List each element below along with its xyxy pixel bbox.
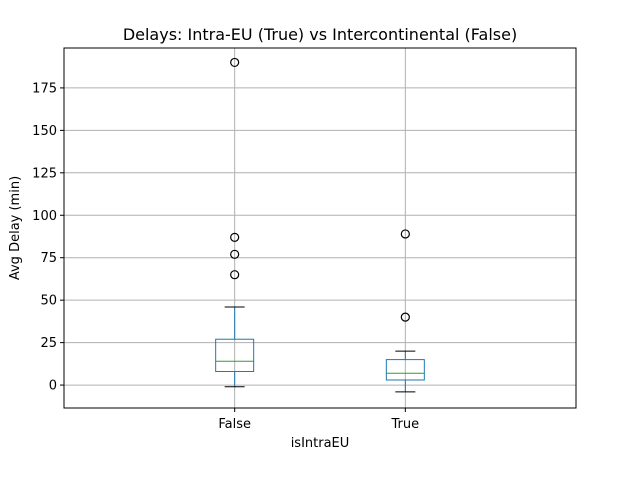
box-iqr [215, 338, 255, 372]
outlier-point [400, 312, 410, 322]
box-iqr [385, 359, 425, 381]
chart-title: Delays: Intra-EU (True) vs Intercontinen… [123, 25, 517, 44]
plot-area [215, 57, 425, 393]
outlier-point [400, 229, 410, 239]
axes: 0 25 50 75 100 125 150 175 False True [32, 81, 419, 432]
y-tick-label: 50 [40, 294, 57, 309]
y-tick-label: 0 [49, 379, 57, 394]
y-axis-label: Avg Delay (min) [8, 176, 23, 280]
outlier-point [230, 232, 240, 242]
outlier-point [230, 249, 240, 259]
y-tick-label: 175 [32, 81, 57, 96]
y-tick-label: 100 [32, 209, 57, 224]
y-tick-label: 125 [32, 166, 57, 181]
outlier-point [230, 57, 240, 68]
x-tick-label: True [391, 417, 420, 432]
y-tick-label: 75 [40, 251, 57, 266]
y-tick-label: 25 [40, 336, 57, 351]
box-group-false [215, 57, 255, 388]
outlier-point [230, 270, 240, 280]
x-axis-label: isIntraEU [291, 436, 350, 451]
plot-frame [63, 47, 577, 409]
box-group-true [385, 229, 425, 393]
y-tick-label: 150 [32, 124, 57, 139]
x-tick-label: False [218, 417, 251, 432]
grid-lines [64, 48, 576, 408]
